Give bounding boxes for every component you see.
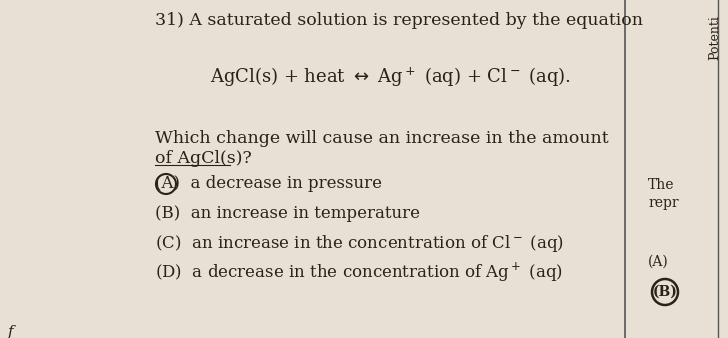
Text: AgCl(s) + heat $\leftrightarrow$ Ag$^+$ (aq) + Cl$^-$ (aq).: AgCl(s) + heat $\leftrightarrow$ Ag$^+$ … bbox=[210, 65, 570, 88]
Text: Which change will cause an increase in the amount: Which change will cause an increase in t… bbox=[155, 130, 609, 147]
Text: The: The bbox=[648, 178, 675, 192]
Text: (A): (A) bbox=[648, 255, 669, 269]
Text: repr: repr bbox=[648, 196, 678, 210]
Text: (B): (B) bbox=[652, 285, 678, 299]
Text: (C)  an increase in the concentration of Cl$^-$ (aq): (C) an increase in the concentration of … bbox=[155, 233, 564, 254]
Text: f: f bbox=[8, 325, 14, 338]
Text: (D)  a decrease in the concentration of Ag$^+$ (aq): (D) a decrease in the concentration of A… bbox=[155, 261, 563, 284]
Text: Potenti: Potenti bbox=[708, 15, 721, 60]
Text: 31) A saturated solution is represented by the equation: 31) A saturated solution is represented … bbox=[155, 12, 643, 29]
Text: (B)  an increase in temperature: (B) an increase in temperature bbox=[155, 205, 420, 222]
Text: (A)  a decrease in pressure: (A) a decrease in pressure bbox=[155, 175, 382, 192]
Text: of AgCl(s)?: of AgCl(s)? bbox=[155, 150, 252, 167]
